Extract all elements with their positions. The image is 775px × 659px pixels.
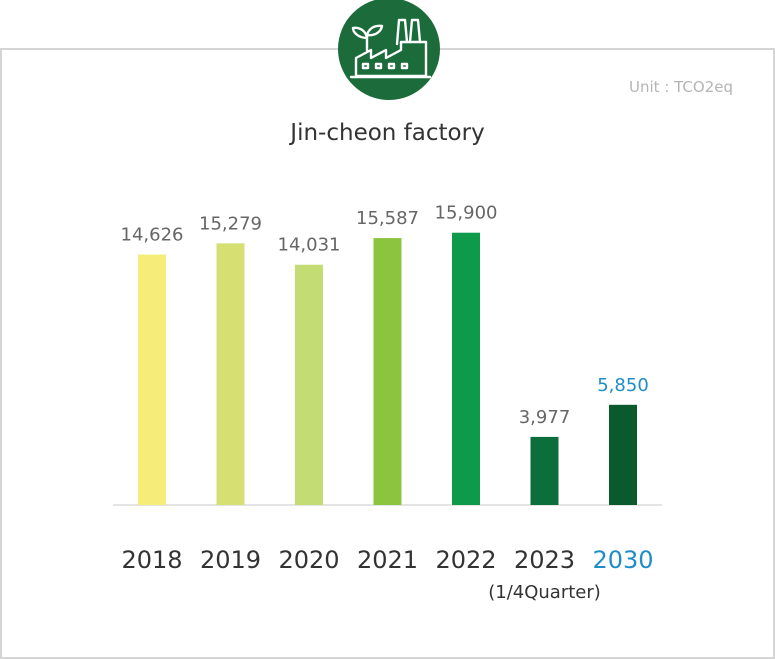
chart-title: Jin-cheon factory: [290, 120, 485, 146]
x-tick-2019: 2019: [200, 546, 261, 574]
factory-badge: [338, 0, 440, 100]
x-tick-2022: 2022: [435, 546, 496, 574]
value-label-2019: 15,279: [199, 213, 262, 234]
x-tick-2018: 2018: [121, 546, 182, 574]
unit-label: Unit : TCO2eq: [629, 78, 733, 96]
bar-2020: [295, 264, 323, 505]
bar-2023: [530, 436, 559, 505]
bar-2022: [452, 232, 480, 505]
x-tick-2030: 2030: [592, 546, 653, 574]
value-label-2018: 14,626: [121, 225, 184, 246]
bar-2021: [373, 238, 402, 505]
value-label-2020: 14,031: [278, 235, 341, 256]
x-tick-2021: 2021: [357, 546, 418, 574]
value-label-2022: 15,900: [435, 203, 498, 224]
x-tick-2020: 2020: [278, 546, 339, 574]
x-tick-2023: 2023: [514, 546, 575, 574]
bar-2019: [216, 243, 245, 506]
value-label-2030: 5,850: [597, 375, 649, 396]
bar-2030: [609, 404, 637, 505]
bar-2018: [138, 254, 166, 505]
value-label-2021: 15,587: [356, 208, 419, 229]
x-tick-sublabel-2023: (1/4Quarter): [488, 582, 601, 603]
value-label-2023: 3,977: [519, 407, 571, 428]
factory-with-leaf-icon: [349, 18, 432, 79]
